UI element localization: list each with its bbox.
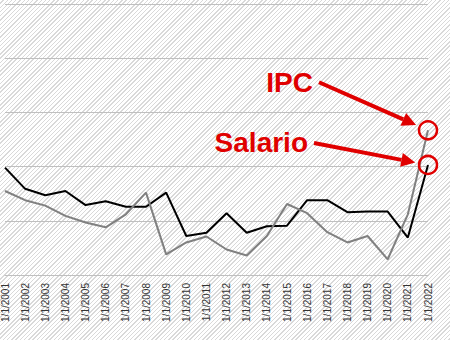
svg-text:1/1/2022: 1/1/2022 (423, 283, 434, 322)
svg-text:1/1/2004: 1/1/2004 (60, 283, 71, 322)
svg-text:1/1/2017: 1/1/2017 (322, 283, 333, 322)
svg-text:1/1/2018: 1/1/2018 (342, 283, 353, 322)
svg-text:1/1/2011: 1/1/2011 (201, 283, 212, 322)
svg-text:1/1/2010: 1/1/2010 (181, 283, 192, 322)
svg-text:1/1/2013: 1/1/2013 (241, 283, 252, 322)
svg-text:1/1/2006: 1/1/2006 (100, 283, 111, 322)
svg-text:1/1/2007: 1/1/2007 (120, 283, 131, 322)
svg-text:1/1/2005: 1/1/2005 (80, 283, 91, 322)
svg-text:1/1/2009: 1/1/2009 (161, 283, 172, 322)
svg-text:1/1/2020: 1/1/2020 (382, 283, 393, 322)
svg-text:1/1/2015: 1/1/2015 (282, 283, 293, 322)
svg-text:1/1/2021: 1/1/2021 (402, 283, 413, 322)
svg-text:1/1/2019: 1/1/2019 (362, 283, 373, 322)
svg-text:1/1/2008: 1/1/2008 (141, 283, 152, 322)
svg-text:1/1/2014: 1/1/2014 (261, 283, 272, 322)
svg-text:Salario: Salario (215, 127, 308, 158)
svg-text:1/1/2001: 1/1/2001 (0, 283, 11, 322)
svg-text:1/1/2002: 1/1/2002 (20, 283, 31, 322)
svg-text:1/1/2012: 1/1/2012 (221, 283, 232, 322)
svg-text:IPC: IPC (266, 67, 313, 98)
svg-text:1/1/2016: 1/1/2016 (302, 283, 313, 322)
svg-text:1/1/2003: 1/1/2003 (40, 283, 51, 322)
